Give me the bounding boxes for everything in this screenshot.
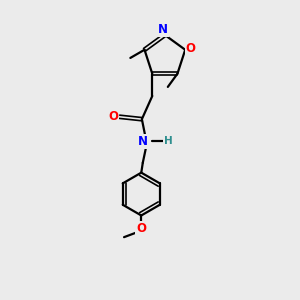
Text: O: O	[136, 222, 146, 235]
Text: O: O	[108, 110, 118, 123]
Text: H: H	[164, 136, 172, 146]
Text: O: O	[186, 42, 196, 55]
Text: N: N	[158, 23, 168, 36]
Text: N: N	[138, 135, 148, 148]
